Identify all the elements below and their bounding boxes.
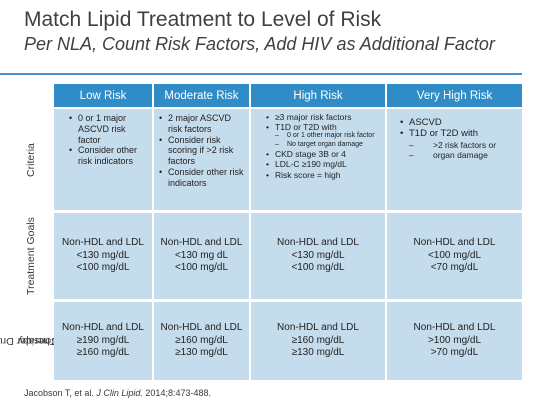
header-high-risk: High Risk — [251, 84, 385, 107]
criteria-item: 0 or 1 major ASCVD risk factor — [68, 113, 148, 145]
criteria-item: T1D or T2D with — [265, 122, 383, 132]
drug-low-risk: Non-HDL and LDL ≥190 mg/dL ≥160 mg/dL — [54, 302, 152, 380]
criteria-item: CKD stage 3B or 4 — [265, 149, 383, 159]
criteria-item: Consider other risk indicators — [158, 167, 247, 189]
goal-low-risk: Non-HDL and LDL <130 mg/dL <100 mg/dL — [54, 213, 152, 299]
row-label-criteria: Criteria — [24, 143, 37, 177]
row-label-consider-drug-therapy: Consider DrugTherapy — [0, 335, 59, 348]
criteria-item: 2 major ASCVD risk factors — [158, 113, 247, 135]
goal-high-risk: Non-HDL and LDL <130 mg/dL <100 mg/dL — [251, 213, 385, 299]
criteria-subitem: >2 risk factors or — [399, 140, 520, 150]
criteria-item: ≥3 major risk factors — [265, 112, 383, 122]
row-label-treatment-goals: Treatment Goals — [24, 217, 37, 295]
criteria-low-risk: 0 or 1 major ASCVD risk factor Consider … — [54, 109, 152, 210]
criteria-high-risk: ≥3 major risk factors T1D or T2D with 0 … — [251, 109, 385, 210]
criteria-item: Risk score = high — [265, 170, 383, 180]
criteria-item: ASCVD — [399, 117, 520, 129]
drug-moderate-risk: Non-HDL and LDL ≥160 mg/dL ≥130 mg/dL — [154, 302, 249, 380]
criteria-subitem: No target organ damage — [265, 141, 383, 150]
citation: Jacobson T, et al. J Clin Lipid. 2014;8:… — [24, 388, 211, 398]
criteria-item: T1D or T2D with — [399, 128, 520, 140]
goal-moderate-risk: Non-HDL and LDL <130 mg dL <100 mg/dL — [154, 213, 249, 299]
criteria-item: Consider other risk indicators — [68, 145, 148, 167]
criteria-subitem: organ damage — [399, 150, 520, 160]
criteria-very-high-risk: ASCVD T1D or T2D with >2 risk factors or… — [387, 109, 522, 210]
header-low-risk: Low Risk — [54, 84, 152, 107]
criteria-subitem: 0 or 1 other major risk factor — [265, 132, 383, 141]
slide-title: Match Lipid Treatment to Level of Risk — [24, 8, 382, 31]
header-very-high-risk: Very High Risk — [387, 84, 522, 107]
criteria-item: Consider risk scoring if >2 risk factors — [158, 135, 247, 167]
title-divider — [0, 73, 522, 75]
criteria-moderate-risk: 2 major ASCVD risk factors Consider risk… — [154, 109, 249, 210]
drug-very-high-risk: Non-HDL and LDL >100 mg/dL >70 mg/dL — [387, 302, 522, 380]
goal-very-high-risk: Non-HDL and LDL <100 mg/dL <70 mg/dL — [387, 213, 522, 299]
header-moderate-risk: Moderate Risk — [154, 84, 249, 107]
criteria-item: LDL-C ≥190 mg/dL — [265, 159, 383, 169]
slide-subtitle: Per NLA, Count Risk Factors, Add HIV as … — [24, 34, 495, 54]
drug-high-risk: Non-HDL and LDL ≥160 mg/dL ≥130 mg/dL — [251, 302, 385, 380]
